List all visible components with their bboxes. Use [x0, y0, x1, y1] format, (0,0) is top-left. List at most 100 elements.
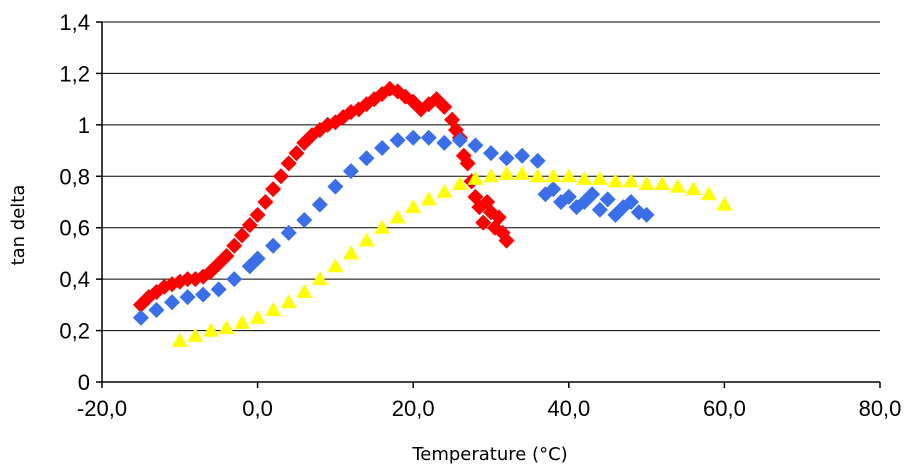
data-point [420, 129, 437, 146]
data-point [483, 168, 499, 183]
data-point [545, 181, 562, 198]
x-axis-title: Temperature (°C) [411, 444, 567, 465]
data-point [249, 250, 266, 267]
data-point [654, 176, 671, 190]
data-point [514, 165, 531, 180]
data-point [669, 178, 686, 193]
y-tick-label: 1,2 [59, 61, 90, 86]
data-point [529, 168, 546, 183]
x-tick-label: 40,0 [547, 396, 590, 421]
data-point [584, 186, 601, 203]
data-point [451, 176, 468, 190]
data-point [265, 237, 282, 254]
data-point [342, 163, 359, 180]
data-point [545, 168, 562, 183]
series-3 [171, 165, 733, 347]
data-point [218, 320, 235, 334]
data-point [451, 132, 468, 149]
data-point [638, 206, 655, 223]
y-tick-label: 0,2 [59, 319, 90, 344]
data-point [265, 302, 282, 316]
data-point [296, 212, 313, 228]
data-point [272, 168, 289, 185]
data-point [249, 206, 266, 223]
data-point [327, 178, 344, 195]
data-point [475, 214, 492, 231]
data-point [498, 165, 515, 180]
data-point [467, 137, 484, 154]
data-point [638, 176, 655, 190]
data-point [599, 191, 616, 208]
data-point [591, 170, 608, 185]
data-point [187, 327, 204, 342]
data-point [483, 145, 499, 162]
data-point [716, 196, 733, 211]
data-point [171, 332, 188, 347]
data-point [459, 155, 476, 172]
series-2 [132, 129, 655, 326]
data-point [623, 173, 640, 188]
data-point [514, 147, 531, 164]
data-point [529, 152, 546, 169]
data-point [257, 194, 274, 210]
data-point [311, 196, 328, 213]
x-tick-label: -20,0 [77, 396, 127, 421]
data-point [226, 237, 243, 254]
axes [96, 21, 881, 388]
y-axis-title: tan delta [8, 185, 29, 266]
x-tick-label: 80,0 [859, 396, 902, 421]
data-point [311, 271, 328, 286]
data-point [249, 309, 266, 324]
y-tick-label: 0,8 [59, 164, 90, 189]
data-point [288, 145, 305, 162]
data-point [296, 284, 313, 298]
data-point [226, 271, 243, 288]
y-tick-label: 0,4 [59, 267, 90, 292]
data-point [467, 170, 484, 185]
data-point [700, 186, 717, 201]
data-point [358, 150, 375, 167]
data-point [405, 199, 422, 214]
data-point [164, 294, 181, 311]
data-point [234, 227, 251, 244]
x-tick-label: 60,0 [703, 396, 746, 421]
data-point [389, 209, 406, 224]
data-point [498, 150, 515, 167]
data-point [436, 98, 453, 115]
data-point [607, 173, 624, 188]
y-tick-label: 0,6 [59, 216, 90, 241]
series-1 [132, 80, 515, 313]
data-point [234, 314, 251, 329]
data-point [179, 289, 196, 306]
data-point [202, 322, 219, 337]
data-point [327, 258, 344, 273]
y-tick-label: 1 [78, 113, 90, 138]
x-tick-label: 0,0 [242, 396, 273, 421]
data-point [304, 127, 321, 144]
data-point [420, 191, 437, 206]
data-point [405, 129, 422, 146]
data-point [560, 168, 577, 183]
data-point [280, 155, 297, 172]
data-point [210, 281, 227, 298]
series-layer [132, 80, 733, 347]
data-point [591, 201, 608, 218]
data-point [685, 181, 702, 196]
data-point [436, 183, 453, 198]
data-point [280, 294, 297, 309]
data-point [358, 232, 375, 247]
data-point [623, 194, 640, 210]
data-point [374, 219, 391, 234]
data-point [132, 309, 149, 326]
x-tick-labels: -20,0 0,0 20,0 40,0 60,0 80,0 [77, 396, 901, 421]
data-point [490, 209, 507, 226]
y-tick-label: 1,4 [59, 10, 90, 35]
data-point [560, 188, 577, 205]
data-point [280, 224, 297, 241]
data-point [436, 134, 453, 151]
data-point [218, 248, 235, 264]
data-point [576, 170, 593, 185]
